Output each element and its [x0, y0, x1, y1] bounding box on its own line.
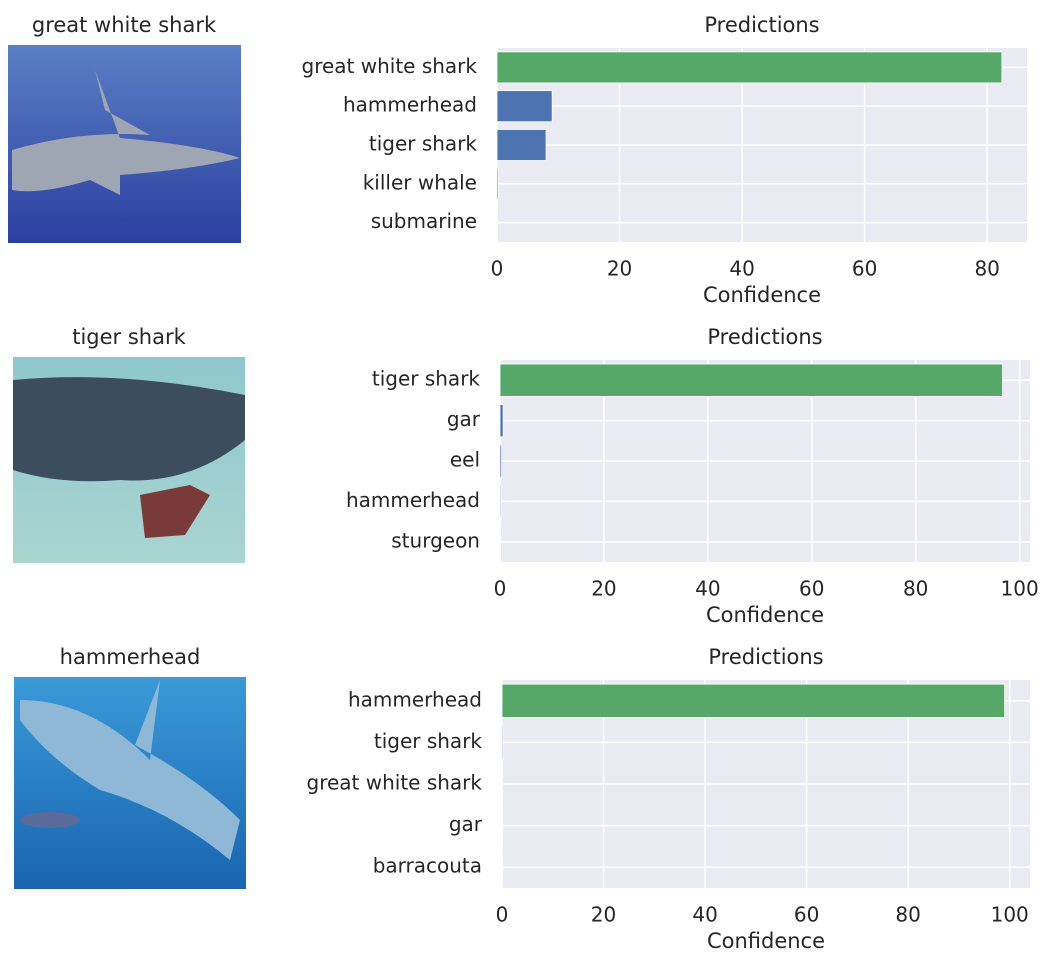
x-tick-label: 0 [494, 577, 507, 601]
image-1 [8, 45, 241, 243]
x-tick-label: 20 [591, 577, 616, 601]
chart-title: Predictions [707, 325, 822, 349]
bar [499, 525, 501, 559]
x-tick-label: 20 [591, 903, 616, 927]
bar [501, 725, 504, 760]
bar [501, 766, 503, 802]
x-tick-label: 0 [491, 257, 504, 281]
x-tick-label: 100 [991, 903, 1029, 927]
image-label: great white shark [32, 13, 217, 37]
y-tick-label: sturgeon [391, 528, 480, 552]
x-axis-label: Confidence [703, 283, 821, 307]
x-tick-label: 40 [692, 903, 717, 927]
y-tick-label: killer whale [363, 170, 477, 194]
x-tick-label: 80 [903, 577, 928, 601]
y-tick-label: hammerhead [343, 93, 477, 117]
bar [501, 850, 503, 885]
y-tick-label: tiger shark [374, 729, 483, 753]
chart-title: Predictions [708, 645, 823, 669]
x-tick-label: 0 [496, 903, 509, 927]
bar [496, 129, 547, 161]
y-tick-label: hammerhead [346, 488, 480, 512]
x-tick-label: 60 [794, 903, 819, 927]
x-tick-label: 20 [607, 257, 632, 281]
x-tick-label: 60 [852, 257, 877, 281]
y-tick-label: tiger shark [369, 132, 478, 156]
bar [501, 683, 1006, 718]
bar [499, 484, 502, 518]
bar [496, 90, 553, 123]
x-tick-label: 80 [895, 903, 920, 927]
image-label: tiger shark [72, 325, 186, 349]
x-tick-label: 80 [974, 257, 999, 281]
y-tick-label: eel [450, 448, 480, 472]
chart-title: Predictions [704, 13, 819, 37]
y-tick-label: submarine [371, 209, 477, 233]
y-tick-label: gar [447, 407, 481, 431]
bar [501, 808, 503, 843]
y-tick-label: gar [449, 812, 483, 836]
bar [499, 444, 502, 478]
x-tick-label: 40 [729, 257, 754, 281]
image-3 [14, 677, 246, 889]
y-tick-label: tiger shark [372, 367, 481, 391]
y-tick-label: great white shark [302, 54, 478, 78]
x-tick-label: 100 [1001, 577, 1039, 601]
x-axis-label: Confidence [707, 929, 825, 953]
y-tick-label: hammerhead [348, 687, 482, 711]
bar [496, 206, 499, 239]
image-label: hammerhead [60, 645, 201, 669]
y-tick-label: barracouta [373, 854, 482, 878]
bar [496, 51, 1003, 84]
x-tick-label: 60 [799, 577, 824, 601]
x-tick-label: 40 [695, 577, 720, 601]
bar [499, 404, 504, 438]
y-tick-label: great white shark [307, 771, 483, 795]
x-axis-label: Confidence [706, 603, 824, 627]
bar [499, 363, 1003, 397]
image-2 [13, 357, 245, 563]
bar [496, 167, 499, 200]
